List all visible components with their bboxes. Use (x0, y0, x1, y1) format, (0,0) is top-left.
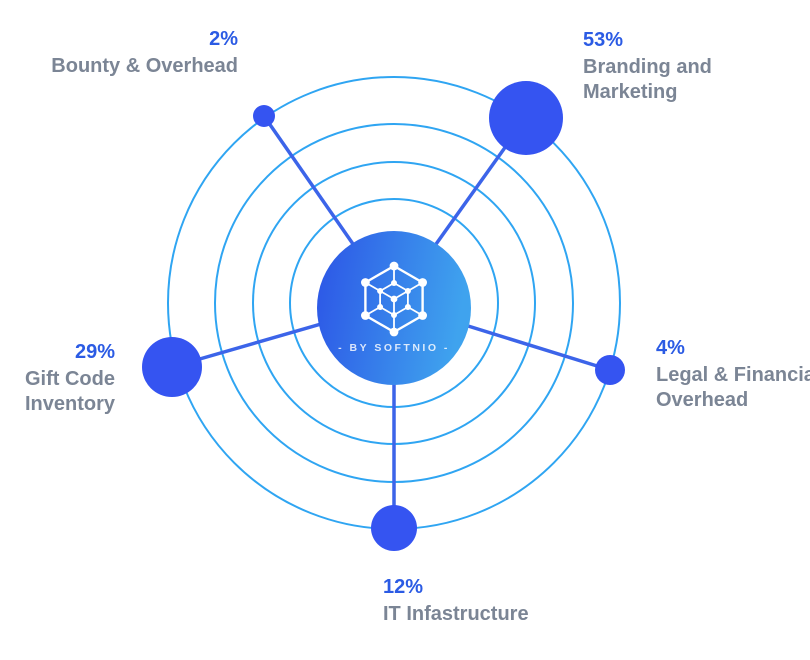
blockchain-cube-icon (361, 261, 427, 337)
node-legal-financial (595, 355, 625, 385)
segment-percent: 4% (656, 337, 685, 359)
segment-percent: 53% (583, 29, 624, 51)
node-branding-marketing (489, 81, 563, 155)
segment-label-branding-marketing: 53% Branding and Marketing (583, 28, 712, 105)
segment-name-line2: Overhead (656, 389, 749, 411)
segment-percent: 29% (74, 341, 115, 363)
segment-label-bounty-overhead: 2% Bounty & Overhead (51, 27, 238, 79)
segment-name-line2: Inventory (24, 393, 115, 415)
node-gift-code-inventory (142, 337, 202, 397)
segment-name-line1: Branding and (583, 56, 712, 78)
segment-label-it-infrastructure: 12% IT Infastructure (383, 575, 529, 627)
segment-label-gift-code-inventory: 29% Gift Code Inventory (25, 340, 115, 417)
segment-percent: 12% (383, 576, 424, 598)
center-caption: - BY SOFTNIO - (338, 342, 450, 354)
segment-label-legal-financial: 4% Legal & Financial Overhead (656, 336, 810, 413)
segment-name: IT Infastructure (383, 603, 529, 625)
segment-percent: 2% (209, 28, 238, 50)
node-it-infrastructure (371, 505, 417, 551)
cube-vertex-dots (361, 261, 427, 337)
segment-name-line2: Marketing (583, 81, 678, 103)
segment-nodes (142, 81, 625, 551)
segment-name: Bounty & Overhead (51, 55, 238, 77)
segment-name-line1: Gift Code (25, 368, 115, 390)
node-bounty-overhead (253, 105, 275, 127)
segment-name-line1: Legal & Financial (656, 364, 810, 386)
